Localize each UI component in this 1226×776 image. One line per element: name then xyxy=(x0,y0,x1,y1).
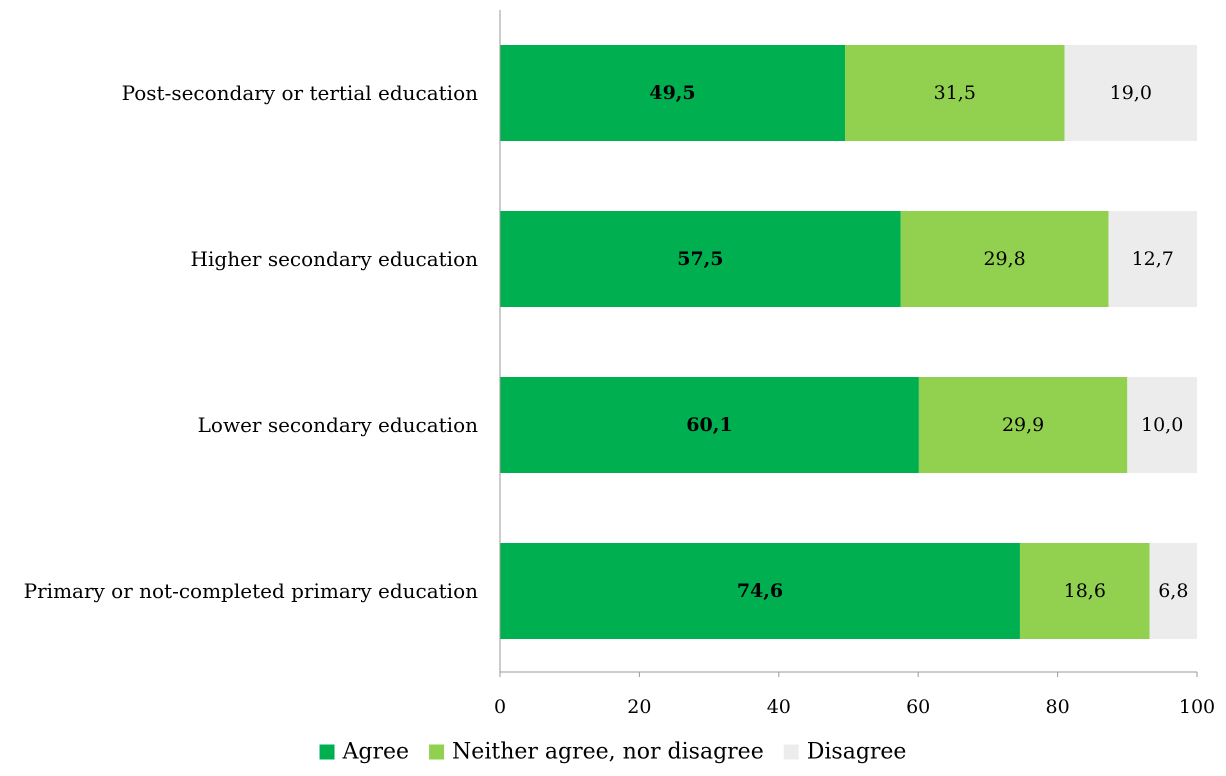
data-label-agree-higher-secondary-education: 57,5 xyxy=(677,248,723,270)
category-label-primary-or-not-completed-primary-education: Primary or not-completed primary educati… xyxy=(24,579,478,603)
bars-group xyxy=(500,45,1197,639)
bar-neither-agree-nor-disagree-higher-secondary-education xyxy=(900,211,1109,307)
data-label-disagree-post-secondary-or-tertial-education: 19,0 xyxy=(1110,82,1152,104)
legend-label-neither-agree-nor-disagree: Neither agree, nor disagree xyxy=(452,740,764,765)
data-label-agree-lower-secondary-education: 60,1 xyxy=(686,414,732,436)
category-label-higher-secondary-education: Higher secondary education xyxy=(191,247,479,271)
bar-disagree-lower-secondary-education xyxy=(1127,377,1197,473)
x-tick-label-0: 0 xyxy=(494,696,506,718)
category-label-lower-secondary-education: Lower secondary education xyxy=(198,413,478,437)
legend-swatch-agree xyxy=(319,744,335,760)
category-labels-group: Post-secondary or tertial education Highe… xyxy=(24,81,478,603)
data-label-neither-agree-nor-disagree-primary-or-not-completed-primary-education: 18,6 xyxy=(1064,580,1106,602)
data-label-disagree-higher-secondary-education: 12,7 xyxy=(1132,248,1174,270)
data-label-neither-agree-nor-disagree-post-secondary-or-tertial-education: 31,5 xyxy=(934,82,976,104)
bar-agree-post-secondary-or-tertial-education xyxy=(500,45,846,141)
bar-neither-agree-nor-disagree-post-secondary-or-tertial-education xyxy=(845,45,1065,141)
legend-swatch-neither-agree-nor-disagree xyxy=(429,744,445,760)
legend-label-agree: Agree xyxy=(342,740,410,765)
data-label-neither-agree-nor-disagree-lower-secondary-education: 29,9 xyxy=(1002,414,1044,436)
bar-disagree-primary-or-not-completed-primary-education xyxy=(1149,543,1197,639)
bar-neither-agree-nor-disagree-lower-secondary-education xyxy=(918,377,1128,473)
bar-neither-agree-nor-disagree-primary-or-not-completed-primary-education xyxy=(1019,543,1150,639)
data-label-agree-primary-or-not-completed-primary-education: 74,6 xyxy=(737,580,783,602)
bar-agree-primary-or-not-completed-primary-education xyxy=(500,543,1020,639)
data-label-disagree-lower-secondary-education: 10,0 xyxy=(1141,414,1183,436)
x-tick-label-40: 40 xyxy=(767,696,791,718)
data-label-disagree-primary-or-not-completed-primary-education: 6,8 xyxy=(1158,580,1188,602)
bar-disagree-higher-secondary-education xyxy=(1108,211,1197,307)
data-label-agree-post-secondary-or-tertial-education: 49,5 xyxy=(649,82,695,104)
x-tick-label-100: 100 xyxy=(1179,696,1215,718)
data-labels-group: 49,5 31,5 19,0 57,5 29,8 12,7 60,1 29,9 10,0 74,6… xyxy=(649,82,1188,602)
legend-swatch-disagree xyxy=(783,744,799,760)
bar-disagree-post-secondary-or-tertial-education xyxy=(1064,45,1197,141)
x-tick-label-20: 20 xyxy=(627,696,651,718)
data-label-neither-agree-nor-disagree-higher-secondary-education: 29,8 xyxy=(983,248,1025,270)
category-label-post-secondary-or-tertial-education: Post-secondary or tertial education xyxy=(122,81,479,105)
bar-agree-higher-secondary-education xyxy=(500,211,901,307)
bar-agree-lower-secondary-education xyxy=(500,377,919,473)
x-tick-label-80: 80 xyxy=(1046,696,1070,718)
x-axis: 0 20 40 60 80 100 xyxy=(494,10,1215,718)
x-tick-label-60: 60 xyxy=(906,696,930,718)
legend-label-disagree: Disagree xyxy=(807,740,907,765)
legend: Agree Neither agree, nor disagree Disagree xyxy=(319,740,907,765)
